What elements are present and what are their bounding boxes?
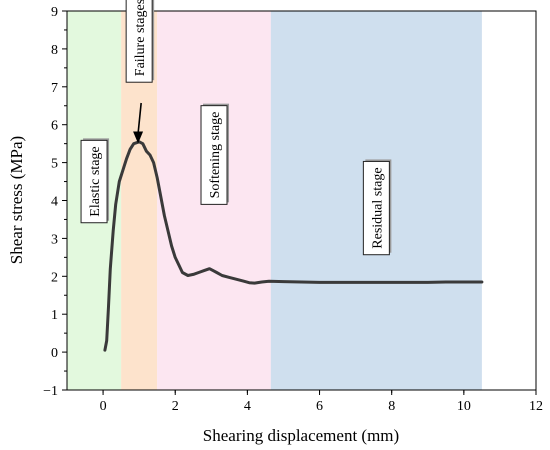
y-tick-label: 4 <box>51 195 58 210</box>
x-tick-label: 2 <box>172 399 179 414</box>
data-series <box>103 140 484 352</box>
stage-label-text: Softening stage <box>208 112 223 199</box>
stage-label-box <box>362 160 390 256</box>
x-tick-label: 6 <box>316 399 323 414</box>
y-tick-label: 5 <box>51 157 58 172</box>
x-tick-label: 0 <box>100 399 107 414</box>
y-tick-label: 6 <box>51 119 58 134</box>
peak-arrow <box>137 102 142 134</box>
y-tick-label: 2 <box>51 270 58 285</box>
region-labels: Elastic stage Failure stages Softening sta… <box>80 0 392 256</box>
stage-label-text: Residual stage <box>370 167 385 248</box>
stage-label: Elastic stage <box>80 138 110 224</box>
x-tick-label: 8 <box>388 399 395 414</box>
x-tick-label: 4 <box>244 399 251 414</box>
x-axis-title: Shearing displacement (mm) <box>203 426 399 445</box>
y-tick-label: 7 <box>51 81 58 96</box>
series-line <box>103 140 484 352</box>
y-tick-label: 3 <box>51 232 58 247</box>
stage-label: Failure stages <box>125 0 155 83</box>
x-tick-label: 10 <box>457 399 471 414</box>
y-axis-title: Shear stress (MPa) <box>7 136 26 264</box>
stage-label-box <box>80 139 108 224</box>
x-tick-label: 12 <box>529 399 543 414</box>
stage-label-box <box>125 0 153 83</box>
stage-label: Softening stage <box>200 103 230 205</box>
y-tick-label: −1 <box>43 384 58 399</box>
stage-label: Residual stage <box>362 159 392 256</box>
y-tick-label: 1 <box>51 308 58 323</box>
y-tick-label: 9 <box>51 5 58 20</box>
peak-arrow-head <box>133 131 144 144</box>
y-tick-label: 0 <box>51 346 58 361</box>
stage-label-text: Elastic stage <box>88 146 103 216</box>
y-tick-label: 8 <box>51 43 58 58</box>
stage-label-box <box>200 105 228 205</box>
stage-label-text: Failure stages <box>133 0 148 76</box>
